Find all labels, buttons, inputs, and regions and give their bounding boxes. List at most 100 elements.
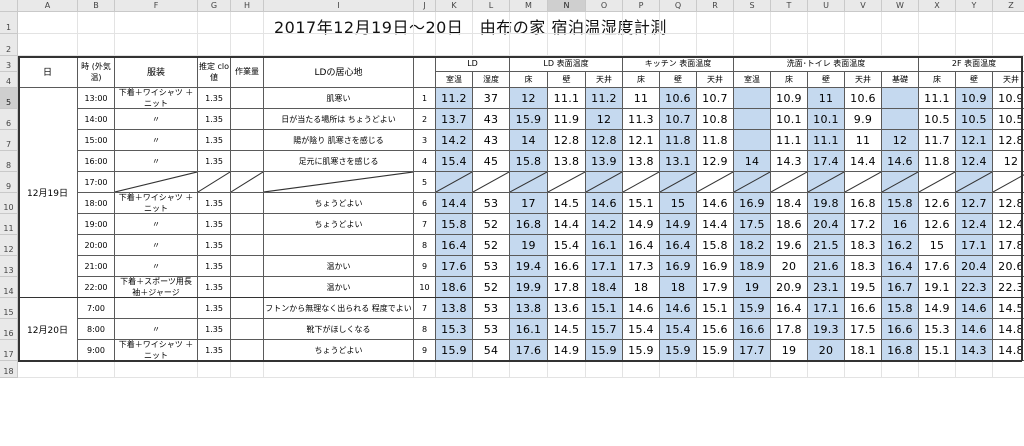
value-cell[interactable]: 16.6	[548, 256, 586, 277]
value-cell[interactable]: 52	[473, 235, 510, 256]
grid-cell[interactable]	[882, 361, 919, 378]
row-header-8[interactable]: 8	[0, 151, 18, 172]
value-cell[interactable]	[734, 109, 771, 130]
value-cell[interactable]: 19.8	[808, 193, 845, 214]
row-header-2[interactable]: 2	[0, 34, 18, 56]
grid-cell[interactable]	[78, 12, 115, 34]
column-header-p[interactable]: P	[623, 0, 660, 12]
grid-cell[interactable]	[18, 34, 78, 56]
row-header-14[interactable]: 14	[0, 277, 18, 298]
column-header-x[interactable]: X	[919, 0, 956, 12]
row-header-4[interactable]: 4	[0, 72, 18, 88]
value-cell[interactable]: 15.9	[697, 340, 734, 361]
value-cell[interactable]: 15.4	[623, 319, 660, 340]
grid-cell[interactable]	[623, 34, 660, 56]
value-cell[interactable]	[734, 130, 771, 151]
value-cell[interactable]: 12.6	[919, 193, 956, 214]
grid-cell[interactable]	[808, 361, 845, 378]
value-cell[interactable]: 43	[473, 109, 510, 130]
grid-cell[interactable]	[18, 12, 78, 34]
value-cell[interactable]: 11	[623, 88, 660, 109]
value-cell[interactable]: 20	[771, 256, 808, 277]
value-cell[interactable]: 15.8	[510, 151, 548, 172]
value-cell[interactable]: 16.2	[882, 235, 919, 256]
grid-cell[interactable]	[473, 12, 510, 34]
value-cell[interactable]: 15.9	[586, 340, 623, 361]
value-cell[interactable]: 11.1	[771, 130, 808, 151]
grid-cell[interactable]	[78, 361, 115, 378]
grid-cell[interactable]	[845, 12, 882, 34]
value-cell[interactable]: 12	[510, 88, 548, 109]
grid-cell[interactable]	[623, 361, 660, 378]
value-cell[interactable]: 10.1	[808, 109, 845, 130]
value-cell[interactable]: 22.3	[956, 277, 993, 298]
column-header-y[interactable]: Y	[956, 0, 993, 12]
grid-cell[interactable]	[115, 12, 198, 34]
value-cell[interactable]: 15.1	[586, 298, 623, 319]
value-cell[interactable]	[882, 109, 919, 130]
row-header-12[interactable]: 12	[0, 235, 18, 256]
grid-cell[interactable]	[882, 12, 919, 34]
row-header-13[interactable]: 13	[0, 256, 18, 277]
value-cell[interactable]: 18.6	[771, 214, 808, 235]
value-cell[interactable]: 53	[473, 319, 510, 340]
value-cell[interactable]: 18.4	[771, 193, 808, 214]
grid-cell[interactable]	[510, 12, 548, 34]
value-cell[interactable]: 9.9	[845, 109, 882, 130]
value-cell[interactable]: 21.5	[808, 235, 845, 256]
value-cell[interactable]: 14	[734, 151, 771, 172]
grid-cell[interactable]	[414, 34, 436, 56]
grid-cell[interactable]	[845, 34, 882, 56]
row-header-10[interactable]: 10	[0, 193, 18, 214]
value-cell[interactable]: 12.7	[956, 193, 993, 214]
value-cell[interactable]: 18.9	[734, 256, 771, 277]
value-cell[interactable]: 17.4	[808, 151, 845, 172]
grid-cell[interactable]	[510, 361, 548, 378]
row-header-11[interactable]: 11	[0, 214, 18, 235]
grid-cell[interactable]	[993, 12, 1024, 34]
value-cell[interactable]: 11.2	[586, 88, 623, 109]
value-cell[interactable]	[882, 88, 919, 109]
column-header-z[interactable]: Z	[993, 0, 1024, 12]
value-cell[interactable]: 17.1	[956, 235, 993, 256]
value-cell[interactable]: 37	[473, 88, 510, 109]
row-header-6[interactable]: 6	[0, 109, 18, 130]
value-cell[interactable]: 23.1	[808, 277, 845, 298]
value-cell[interactable]: 12.8	[586, 130, 623, 151]
grid-cell[interactable]	[548, 34, 586, 56]
value-cell[interactable]: 12.6	[919, 214, 956, 235]
grid-cell[interactable]	[231, 12, 264, 34]
value-cell[interactable]: 43	[473, 130, 510, 151]
value-cell[interactable]: 11.8	[697, 130, 734, 151]
value-cell[interactable]: 14.5	[548, 319, 586, 340]
value-cell[interactable]: 19	[734, 277, 771, 298]
value-cell[interactable]: 17.8	[771, 319, 808, 340]
column-header-k[interactable]: K	[436, 0, 473, 12]
value-cell[interactable]: 16.9	[660, 256, 697, 277]
value-cell[interactable]: 11.1	[919, 88, 956, 109]
value-cell[interactable]: 19.3	[808, 319, 845, 340]
value-cell[interactable]	[734, 88, 771, 109]
grid-cell[interactable]	[18, 361, 78, 378]
value-cell[interactable]: 12.8	[548, 130, 586, 151]
grid-cell[interactable]	[548, 12, 586, 34]
value-cell[interactable]: 14.5	[548, 193, 586, 214]
value-cell[interactable]: 10.1	[771, 109, 808, 130]
value-cell[interactable]: 14.6	[882, 151, 919, 172]
grid-cell[interactable]	[771, 12, 808, 34]
value-cell[interactable]: 11.8	[919, 151, 956, 172]
value-cell[interactable]: 17.9	[697, 277, 734, 298]
value-cell[interactable]: 16.9	[734, 193, 771, 214]
grid-cell[interactable]	[586, 361, 623, 378]
grid-cell[interactable]	[231, 34, 264, 56]
value-cell[interactable]: 15.9	[623, 340, 660, 361]
value-cell[interactable]: 16.1	[586, 235, 623, 256]
column-header-j[interactable]: J	[414, 0, 436, 12]
value-cell[interactable]: 10.9	[993, 88, 1024, 109]
value-cell[interactable]: 18.1	[845, 340, 882, 361]
value-cell[interactable]: 19.6	[771, 235, 808, 256]
grid-cell[interactable]	[771, 361, 808, 378]
value-cell[interactable]: 16.4	[623, 235, 660, 256]
column-header-i[interactable]: I	[264, 0, 414, 12]
value-cell[interactable]: 17.6	[510, 340, 548, 361]
